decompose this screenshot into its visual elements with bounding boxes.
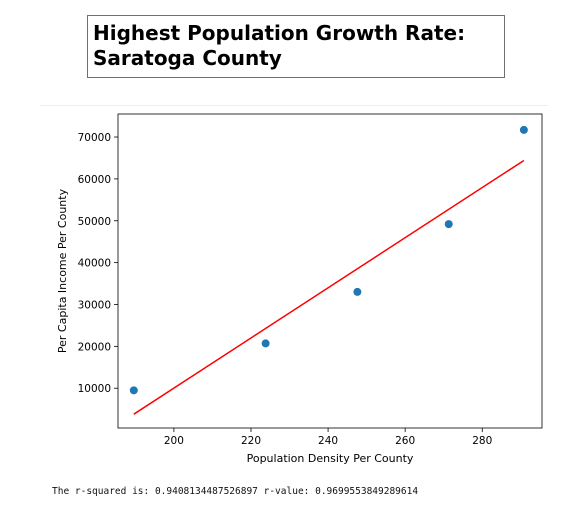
y-axis-label: Per Capita Income Per County xyxy=(56,188,69,353)
x-tick-label: 260 xyxy=(395,435,415,447)
data-point xyxy=(519,125,528,134)
title-line-1: Highest Population Growth Rate: xyxy=(93,21,466,45)
y-tick-label: 50000 xyxy=(78,216,111,228)
x-tick-label: 200 xyxy=(164,435,184,447)
x-tick-label: 220 xyxy=(241,435,261,447)
data-point xyxy=(261,339,270,348)
y-tick-label: 70000 xyxy=(78,132,111,144)
y-tick-label: 60000 xyxy=(78,174,111,186)
chart-title-box: Highest Population Growth Rate: Saratoga… xyxy=(87,15,505,78)
data-point xyxy=(129,386,138,395)
y-tick-label: 20000 xyxy=(78,341,111,353)
plot-frame xyxy=(117,113,543,429)
title-line-2: Saratoga County xyxy=(93,46,282,70)
cell-divider xyxy=(40,105,548,106)
regression-output-text: The r-squared is: 0.9408134487526897 r-v… xyxy=(52,486,419,497)
x-axis-label: Population Density Per County xyxy=(247,452,414,465)
x-tick-label: 240 xyxy=(318,435,338,447)
y-tick-label: 30000 xyxy=(78,299,111,311)
y-tick-label: 40000 xyxy=(78,258,111,270)
y-tick-label: 10000 xyxy=(78,383,111,395)
x-tick-label: 280 xyxy=(472,435,492,447)
regression-line xyxy=(133,159,525,415)
data-point xyxy=(353,287,362,296)
data-point xyxy=(444,220,453,229)
